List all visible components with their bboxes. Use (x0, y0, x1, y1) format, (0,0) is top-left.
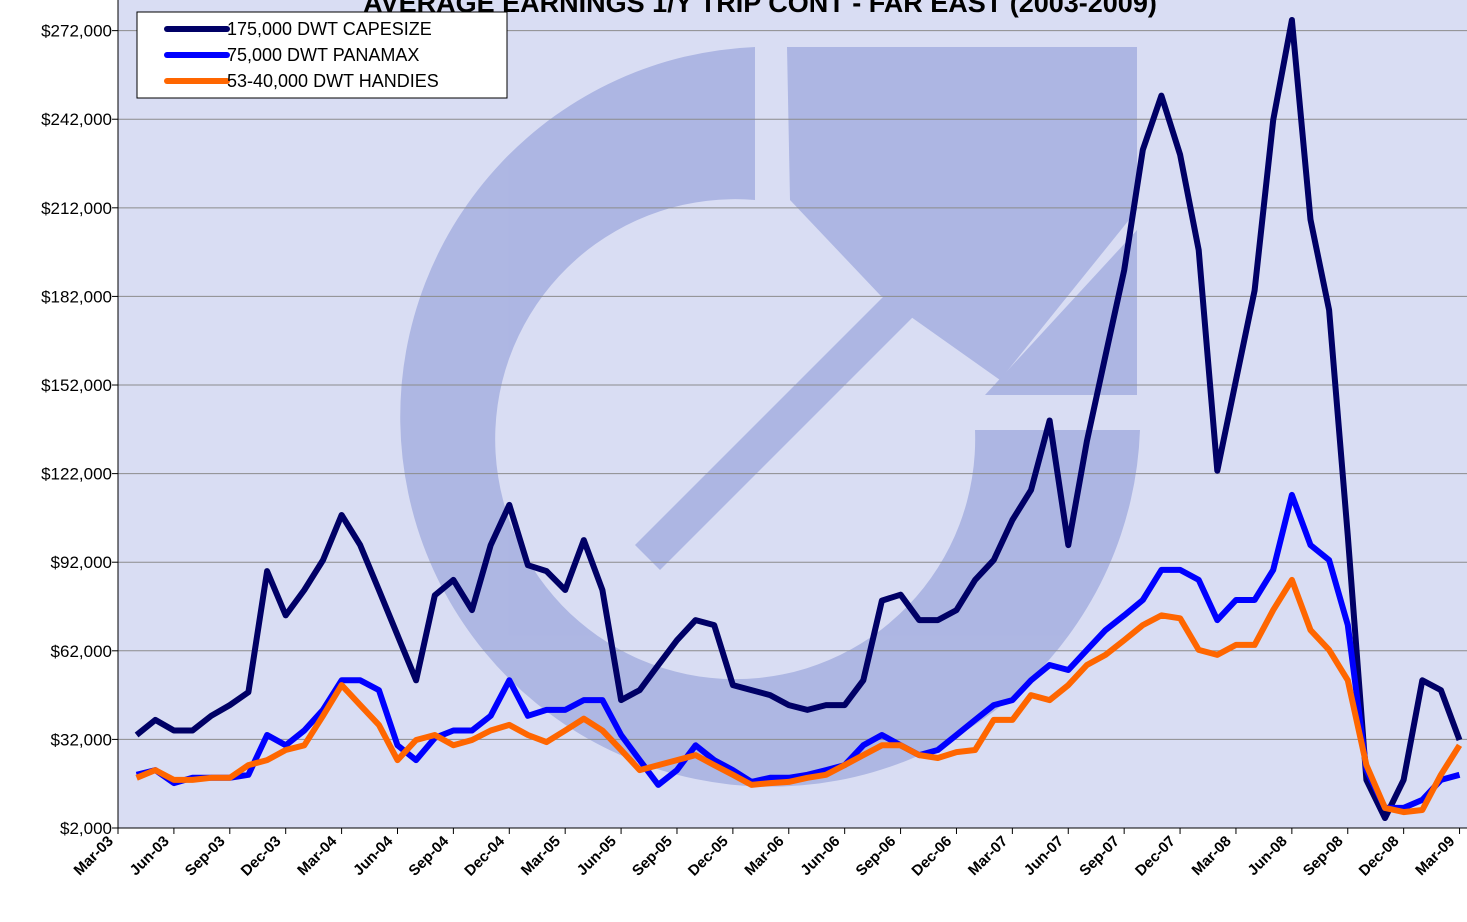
x-tick-label: Jun-03 (127, 833, 173, 879)
y-tick-label: $212,000 (41, 199, 112, 218)
x-tick-label: Jun-06 (797, 833, 843, 879)
x-tick-label: Dec-08 (1356, 833, 1403, 880)
x-tick-label: Jun-07 (1021, 833, 1067, 879)
legend-label: 53-40,000 DWT HANDIES (227, 71, 439, 91)
legend-label: 175,000 DWT CAPESIZE (227, 19, 432, 39)
watermark-logo (400, 47, 1140, 787)
x-tick-label: Jun-05 (574, 833, 620, 879)
y-tick-label: $122,000 (41, 465, 112, 484)
y-tick-label: $272,000 (41, 22, 112, 41)
x-tick-label: Dec-06 (908, 833, 955, 880)
x-tick-label: Dec-07 (1132, 833, 1179, 880)
x-tick-label: Jun-08 (1244, 833, 1290, 879)
y-tick-label: $242,000 (41, 110, 112, 129)
x-tick-label: Mar-09 (1412, 833, 1458, 879)
x-tick-label: Sep-08 (1300, 833, 1347, 880)
y-tick-label: $2,000 (60, 819, 112, 838)
x-tick-label: Sep-07 (1076, 833, 1123, 880)
x-tick-label: Dec-03 (238, 833, 285, 880)
x-tick-label: Mar-04 (294, 832, 341, 879)
y-tick-label: $62,000 (51, 642, 112, 661)
x-tick-label: Mar-08 (1189, 833, 1235, 879)
y-tick-label: $182,000 (41, 287, 112, 306)
x-tick-label: Mar-07 (965, 833, 1011, 879)
x-tick-label: Dec-05 (685, 833, 732, 880)
series-line (134, 17, 1463, 821)
x-tick-label: Jun-04 (350, 832, 397, 879)
legend-label: 75,000 DWT PANAMAX (227, 45, 419, 65)
x-tick-label: Sep-04 (405, 832, 452, 879)
x-tick-label: Mar-03 (71, 833, 117, 879)
series-line (135, 491, 1461, 811)
x-tick-label: Sep-05 (629, 833, 676, 880)
chart-title: AVERAGE EARNINGS 1/Y TRIP CONT - FAR EAS… (363, 0, 1157, 18)
x-tick-label: Mar-05 (518, 833, 564, 879)
x-tick-label: Sep-03 (182, 833, 229, 880)
x-tick-label: Dec-04 (461, 832, 508, 879)
series-line (135, 576, 1463, 816)
x-tick-label: Sep-06 (853, 833, 900, 880)
x-tick-label: Mar-06 (741, 833, 787, 879)
y-tick-label: $32,000 (51, 730, 112, 749)
y-tick-label: $152,000 (41, 376, 112, 395)
y-tick-label: $92,000 (51, 553, 112, 572)
